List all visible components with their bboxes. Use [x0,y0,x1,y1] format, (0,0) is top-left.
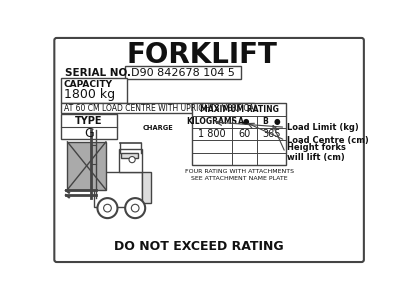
Text: FOUR RATING WITH ATTACHMENTS: FOUR RATING WITH ATTACHMENTS [185,169,294,174]
Text: Load Limit (kg): Load Limit (kg) [287,123,359,132]
Text: FORKLIFT: FORKLIFT [127,41,277,69]
Text: 1 800: 1 800 [198,129,226,139]
FancyBboxPatch shape [54,38,364,262]
Bar [125,67,241,79]
Text: G: G [84,127,94,140]
Bar [121,154,138,158]
Text: MAXIMUM RATING: MAXIMUM RATING [200,105,279,114]
Circle shape [104,204,111,212]
Text: SEE ATTACHMENT NAME PLATE: SEE ATTACHMENT NAME PLATE [191,176,288,181]
Bar [61,114,117,139]
Circle shape [98,198,118,218]
Text: CHARGE: CHARGE [143,125,174,131]
Text: TYPE: TYPE [75,116,103,126]
Bar [61,103,254,113]
Text: A●: A● [238,117,251,127]
Text: B  ●: B ● [263,117,280,127]
Bar [67,142,106,190]
Text: 365: 365 [262,129,281,139]
Text: DO NOT EXCEED RATING: DO NOT EXCEED RATING [113,240,283,253]
Circle shape [125,198,145,218]
Bar [94,172,142,207]
Text: AT 60 CM LOAD CENTRE WITH UPRIGHTS VERTICAL: AT 60 CM LOAD CENTRE WITH UPRIGHTS VERTI… [64,104,258,113]
Text: 60: 60 [238,129,251,139]
Circle shape [129,157,135,163]
Bar [192,103,286,165]
Text: D90 842678 104 5: D90 842678 104 5 [131,68,235,78]
Text: SERIAL NO.: SERIAL NO. [65,68,131,78]
Bar [61,78,127,103]
Bar [142,172,151,203]
Polygon shape [119,149,142,172]
Text: Height forks
will lift (cm): Height forks will lift (cm) [287,143,346,162]
Text: CAPACITY: CAPACITY [64,80,113,89]
Text: Load Centre (cm): Load Centre (cm) [287,136,368,145]
Text: 1800 kg: 1800 kg [64,89,115,102]
Circle shape [131,204,139,212]
Text: KILOGRAMS: KILOGRAMS [187,117,238,127]
